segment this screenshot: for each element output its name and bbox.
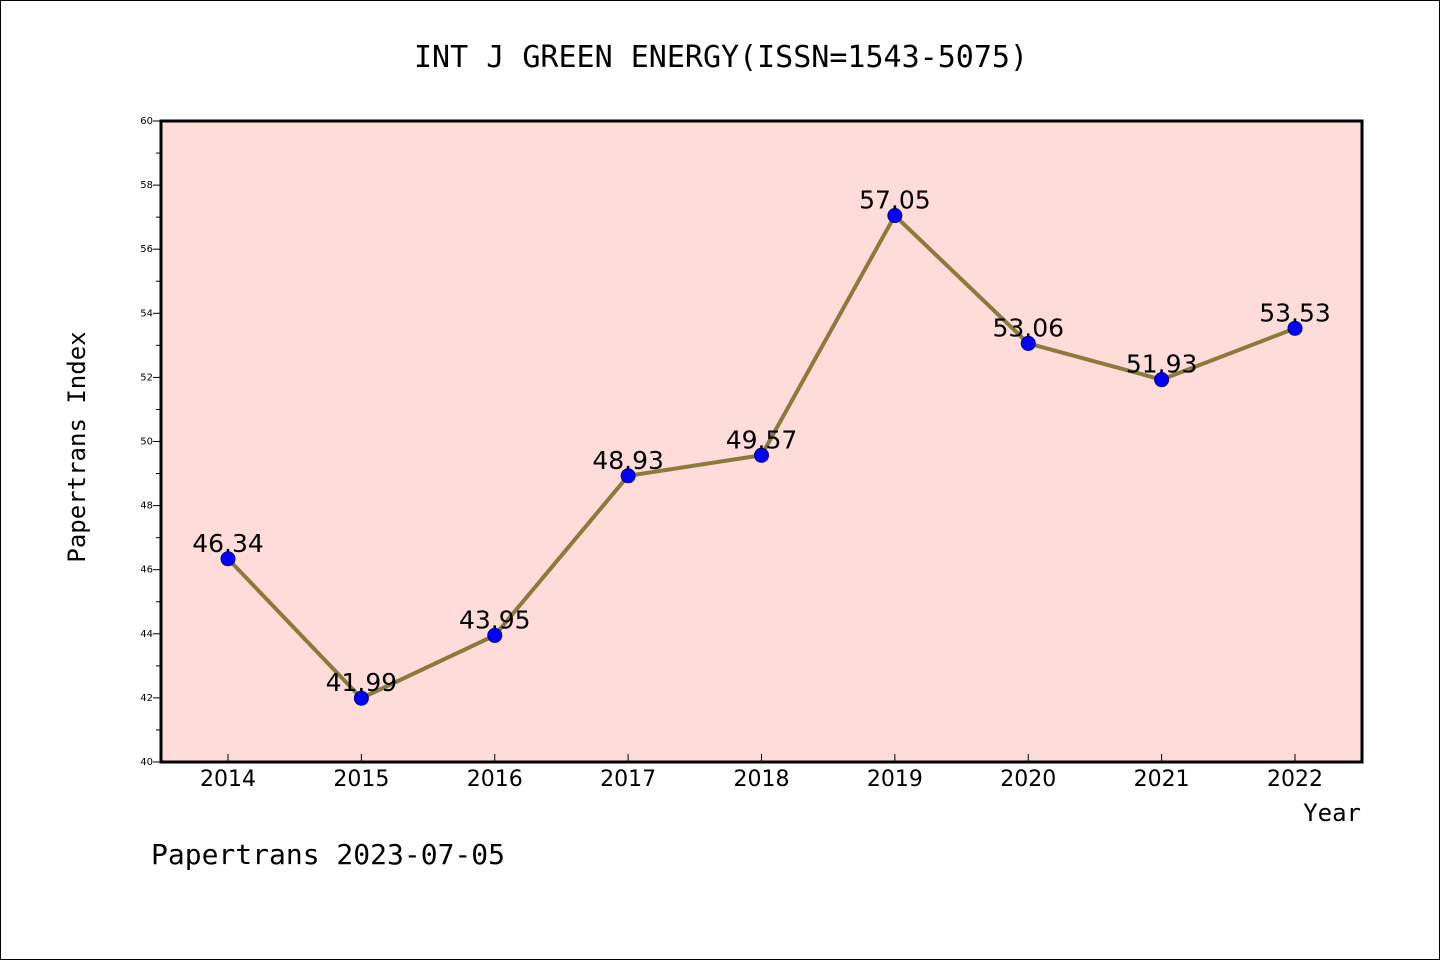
x-tick-label: 2018 (734, 767, 790, 792)
plot-area (159, 119, 1364, 764)
data-label: 46.34 (192, 529, 264, 558)
x-tick-label: 2017 (600, 767, 656, 792)
y-tick-label: 60 (140, 116, 153, 127)
y-tick-label: 40 (140, 757, 153, 768)
data-label: 48.93 (592, 446, 664, 475)
x-tick-label: 2020 (1000, 767, 1056, 792)
x-tick-label: 2022 (1267, 767, 1323, 792)
y-tick-label: 56 (140, 244, 153, 255)
x-axis: 2014 2015 2016 2017 2018 2019 2020 2021 2022 (200, 754, 1323, 792)
data-point (887, 208, 903, 224)
data-label: 49.57 (726, 425, 798, 454)
data-point (220, 551, 236, 567)
y-axis-title: Papertrans Index (63, 331, 91, 562)
x-tick-label: 2014 (200, 767, 256, 792)
data-label: 53.06 (992, 313, 1064, 342)
data-label: 41.99 (326, 668, 398, 697)
y-tick-label: 48 (140, 501, 153, 512)
data-point (620, 468, 636, 484)
data-label: 57.05 (859, 186, 931, 215)
y-tick-label: 42 (140, 693, 153, 704)
y-tick-label: 54 (140, 308, 153, 319)
x-tick-label: 2016 (467, 767, 523, 792)
markers-layer (220, 208, 1303, 706)
y-tick-label: 58 (140, 180, 153, 191)
x-tick-label: 2021 (1134, 767, 1190, 792)
data-point (1020, 335, 1036, 351)
chart-title: INT J GREEN ENERGY(ISSN=1543-5075) (414, 40, 1028, 75)
x-axis-title: Year (1303, 799, 1361, 827)
footer-text: Papertrans 2023-07-05 (151, 838, 505, 871)
x-tick-label: 2019 (867, 767, 923, 792)
data-label: 43.95 (459, 605, 531, 634)
y-tick-label: 50 (140, 437, 153, 448)
data-point (1287, 320, 1303, 336)
y-tick-label: 44 (140, 629, 153, 640)
y-tick-label: 52 (140, 372, 153, 383)
data-point (754, 447, 769, 463)
x-tick-label: 2015 (333, 767, 389, 792)
data-label: 51.93 (1126, 350, 1198, 379)
data-point (487, 627, 503, 643)
data-point (353, 690, 369, 706)
data-point (1154, 372, 1170, 388)
data-labels-layer: 46.34 41.99 43.95 48.93 49.57 57.05 53.06 51.93… (192, 186, 1331, 698)
y-axis: 40 42 44 46 48 50 52 54 56 58 60 (140, 116, 161, 768)
data-label: 53.53 (1259, 298, 1331, 327)
y-tick-label: 46 (140, 565, 153, 576)
